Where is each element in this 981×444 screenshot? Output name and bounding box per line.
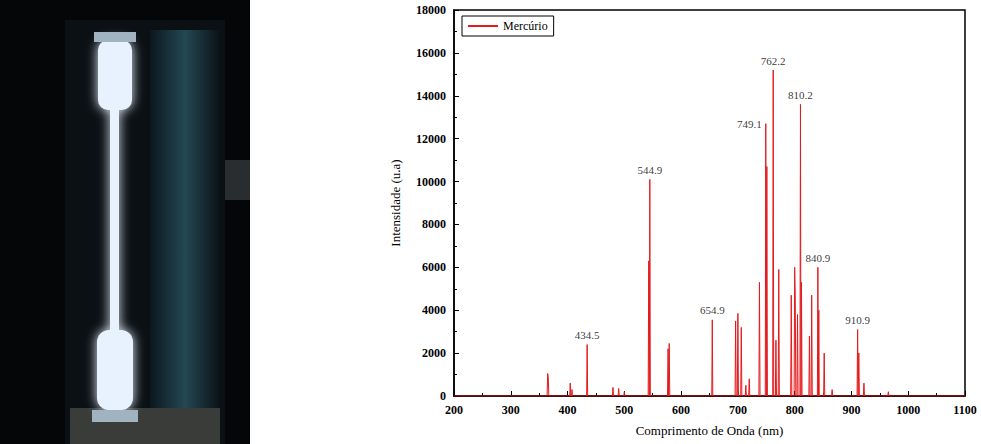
svg-text:10000: 10000 xyxy=(416,175,446,189)
svg-text:762.2: 762.2 xyxy=(761,55,786,67)
svg-text:0: 0 xyxy=(440,389,446,403)
svg-text:800: 800 xyxy=(786,403,804,417)
svg-text:16000: 16000 xyxy=(416,46,446,60)
svg-text:2000: 2000 xyxy=(422,346,446,360)
svg-text:749.1: 749.1 xyxy=(737,118,762,130)
svg-text:200: 200 xyxy=(445,403,463,417)
svg-text:1000: 1000 xyxy=(896,403,920,417)
svg-text:Intensidade (u.a): Intensidade (u.a) xyxy=(388,159,403,246)
svg-text:910.9: 910.9 xyxy=(845,314,870,326)
svg-text:18000: 18000 xyxy=(416,3,446,17)
svg-text:810.2: 810.2 xyxy=(788,89,813,101)
svg-text:Comprimento de Onda (nm): Comprimento de Onda (nm) xyxy=(636,423,784,438)
svg-text:600: 600 xyxy=(672,403,690,417)
svg-text:Mercúrio: Mercúrio xyxy=(503,19,548,33)
svg-text:544.9: 544.9 xyxy=(637,164,662,176)
svg-text:700: 700 xyxy=(729,403,747,417)
svg-text:400: 400 xyxy=(559,403,577,417)
svg-text:434.5: 434.5 xyxy=(575,329,600,341)
svg-text:840.9: 840.9 xyxy=(806,252,831,264)
svg-text:14000: 14000 xyxy=(416,89,446,103)
svg-text:654.9: 654.9 xyxy=(700,304,725,316)
svg-text:12000: 12000 xyxy=(416,132,446,146)
svg-text:4000: 4000 xyxy=(422,303,446,317)
svg-text:6000: 6000 xyxy=(422,260,446,274)
svg-text:900: 900 xyxy=(842,403,860,417)
svg-text:500: 500 xyxy=(615,403,633,417)
svg-text:1100: 1100 xyxy=(953,403,976,417)
svg-text:300: 300 xyxy=(502,403,520,417)
svg-text:8000: 8000 xyxy=(422,217,446,231)
